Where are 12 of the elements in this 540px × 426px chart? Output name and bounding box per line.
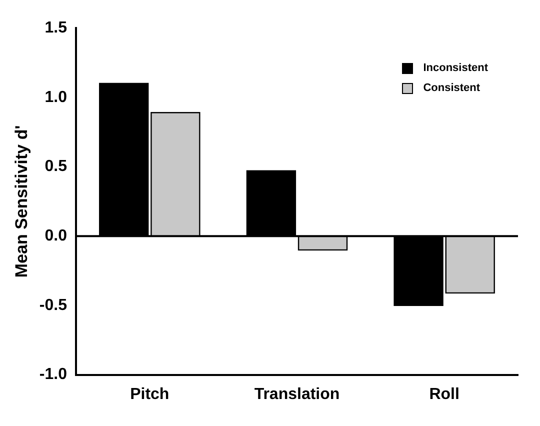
- x-tick-label: Translation: [254, 386, 340, 403]
- x-tick-label: Pitch: [130, 386, 170, 403]
- legend-label: Consistent: [423, 82, 480, 94]
- y-tick-label: 0.0: [44, 227, 68, 244]
- y-tick-label: -1.0: [39, 366, 68, 384]
- x-tick-label: Roll: [429, 386, 460, 403]
- legend-label: Inconsistent: [423, 62, 488, 74]
- y-tick-label: 1.0: [44, 88, 68, 106]
- y-tick-label: -0.5: [39, 296, 68, 314]
- y-axis-title: Mean Sensitivity d': [12, 125, 31, 278]
- y-tick-label: 0.5: [44, 158, 68, 176]
- y-tick-label: 1.5: [44, 19, 68, 36]
